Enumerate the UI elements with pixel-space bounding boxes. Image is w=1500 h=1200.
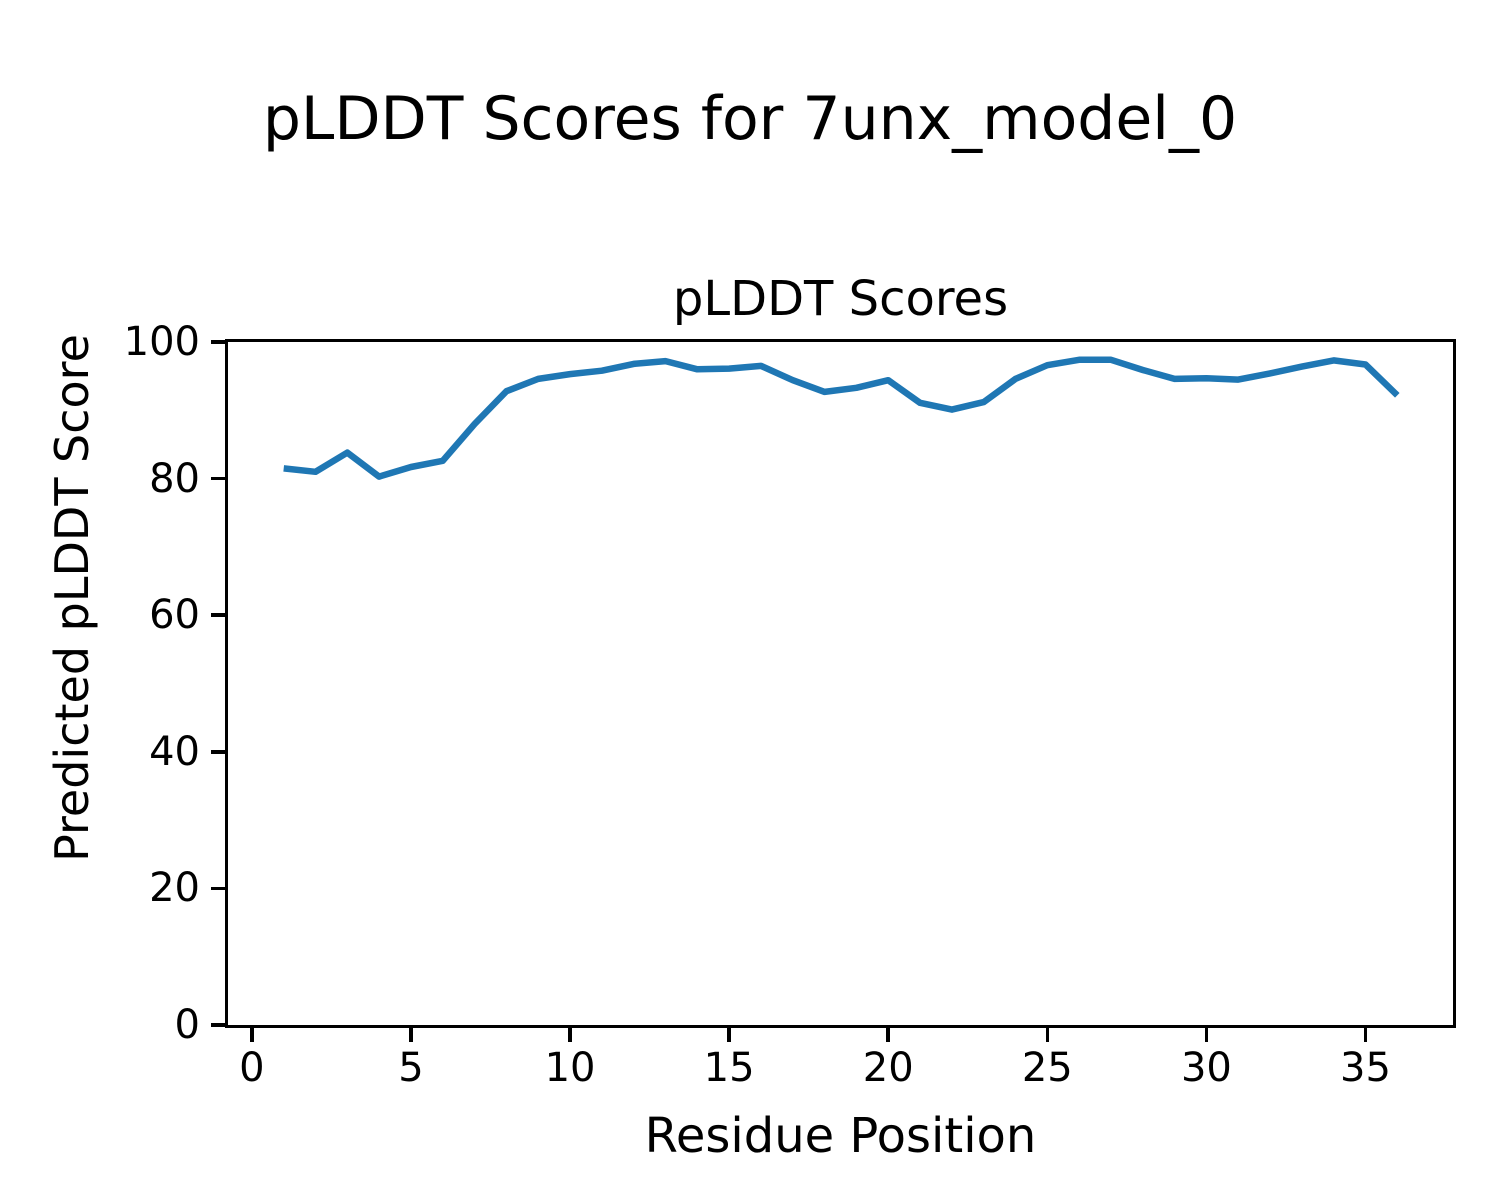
plddt-line-series <box>283 356 1400 480</box>
y-tick-label: 0 <box>174 1002 200 1048</box>
x-tick-label: 30 <box>1180 1045 1232 1091</box>
y-tick-mark <box>211 1023 225 1027</box>
y-tick-mark <box>211 886 225 891</box>
x-tick-label: 5 <box>398 1045 424 1091</box>
y-tick-mark <box>211 750 225 754</box>
x-tick-label: 10 <box>544 1045 596 1091</box>
x-tick-mark <box>568 1028 572 1042</box>
y-axis-label: Predicted pLDDT Score <box>45 334 99 862</box>
y-tick-mark <box>211 476 225 481</box>
plot-area <box>225 339 1456 1028</box>
y-tick-label: 40 <box>149 728 200 775</box>
x-tick-mark <box>250 1028 254 1042</box>
x-tick-mark <box>1045 1028 1050 1042</box>
line-plot-svg <box>283 356 1400 480</box>
x-tick-mark <box>727 1028 731 1042</box>
x-tick-mark <box>886 1028 890 1042</box>
y-tick-mark <box>211 613 225 617</box>
y-tick-label: 60 <box>149 592 200 639</box>
x-tick-label: 15 <box>703 1045 755 1091</box>
y-tick-label: 20 <box>149 865 200 912</box>
x-tick-label: 35 <box>1340 1045 1391 1091</box>
x-tick-mark <box>1363 1028 1368 1042</box>
figure-suptitle: pLDDT Scores for 7unx_model_0 <box>262 84 1238 154</box>
x-tick-mark <box>409 1028 413 1042</box>
x-tick-mark <box>1204 1028 1209 1042</box>
x-tick-label: 25 <box>1021 1045 1073 1091</box>
y-tick-label: 100 <box>123 319 200 365</box>
x-tick-label: 0 <box>239 1045 265 1091</box>
y-tick-label: 80 <box>149 455 200 502</box>
y-tick-mark <box>211 340 225 344</box>
x-axis-label: Residue Position <box>644 1108 1037 1164</box>
axes-title: pLDDT Scores <box>672 271 1009 327</box>
x-tick-label: 20 <box>862 1045 914 1091</box>
